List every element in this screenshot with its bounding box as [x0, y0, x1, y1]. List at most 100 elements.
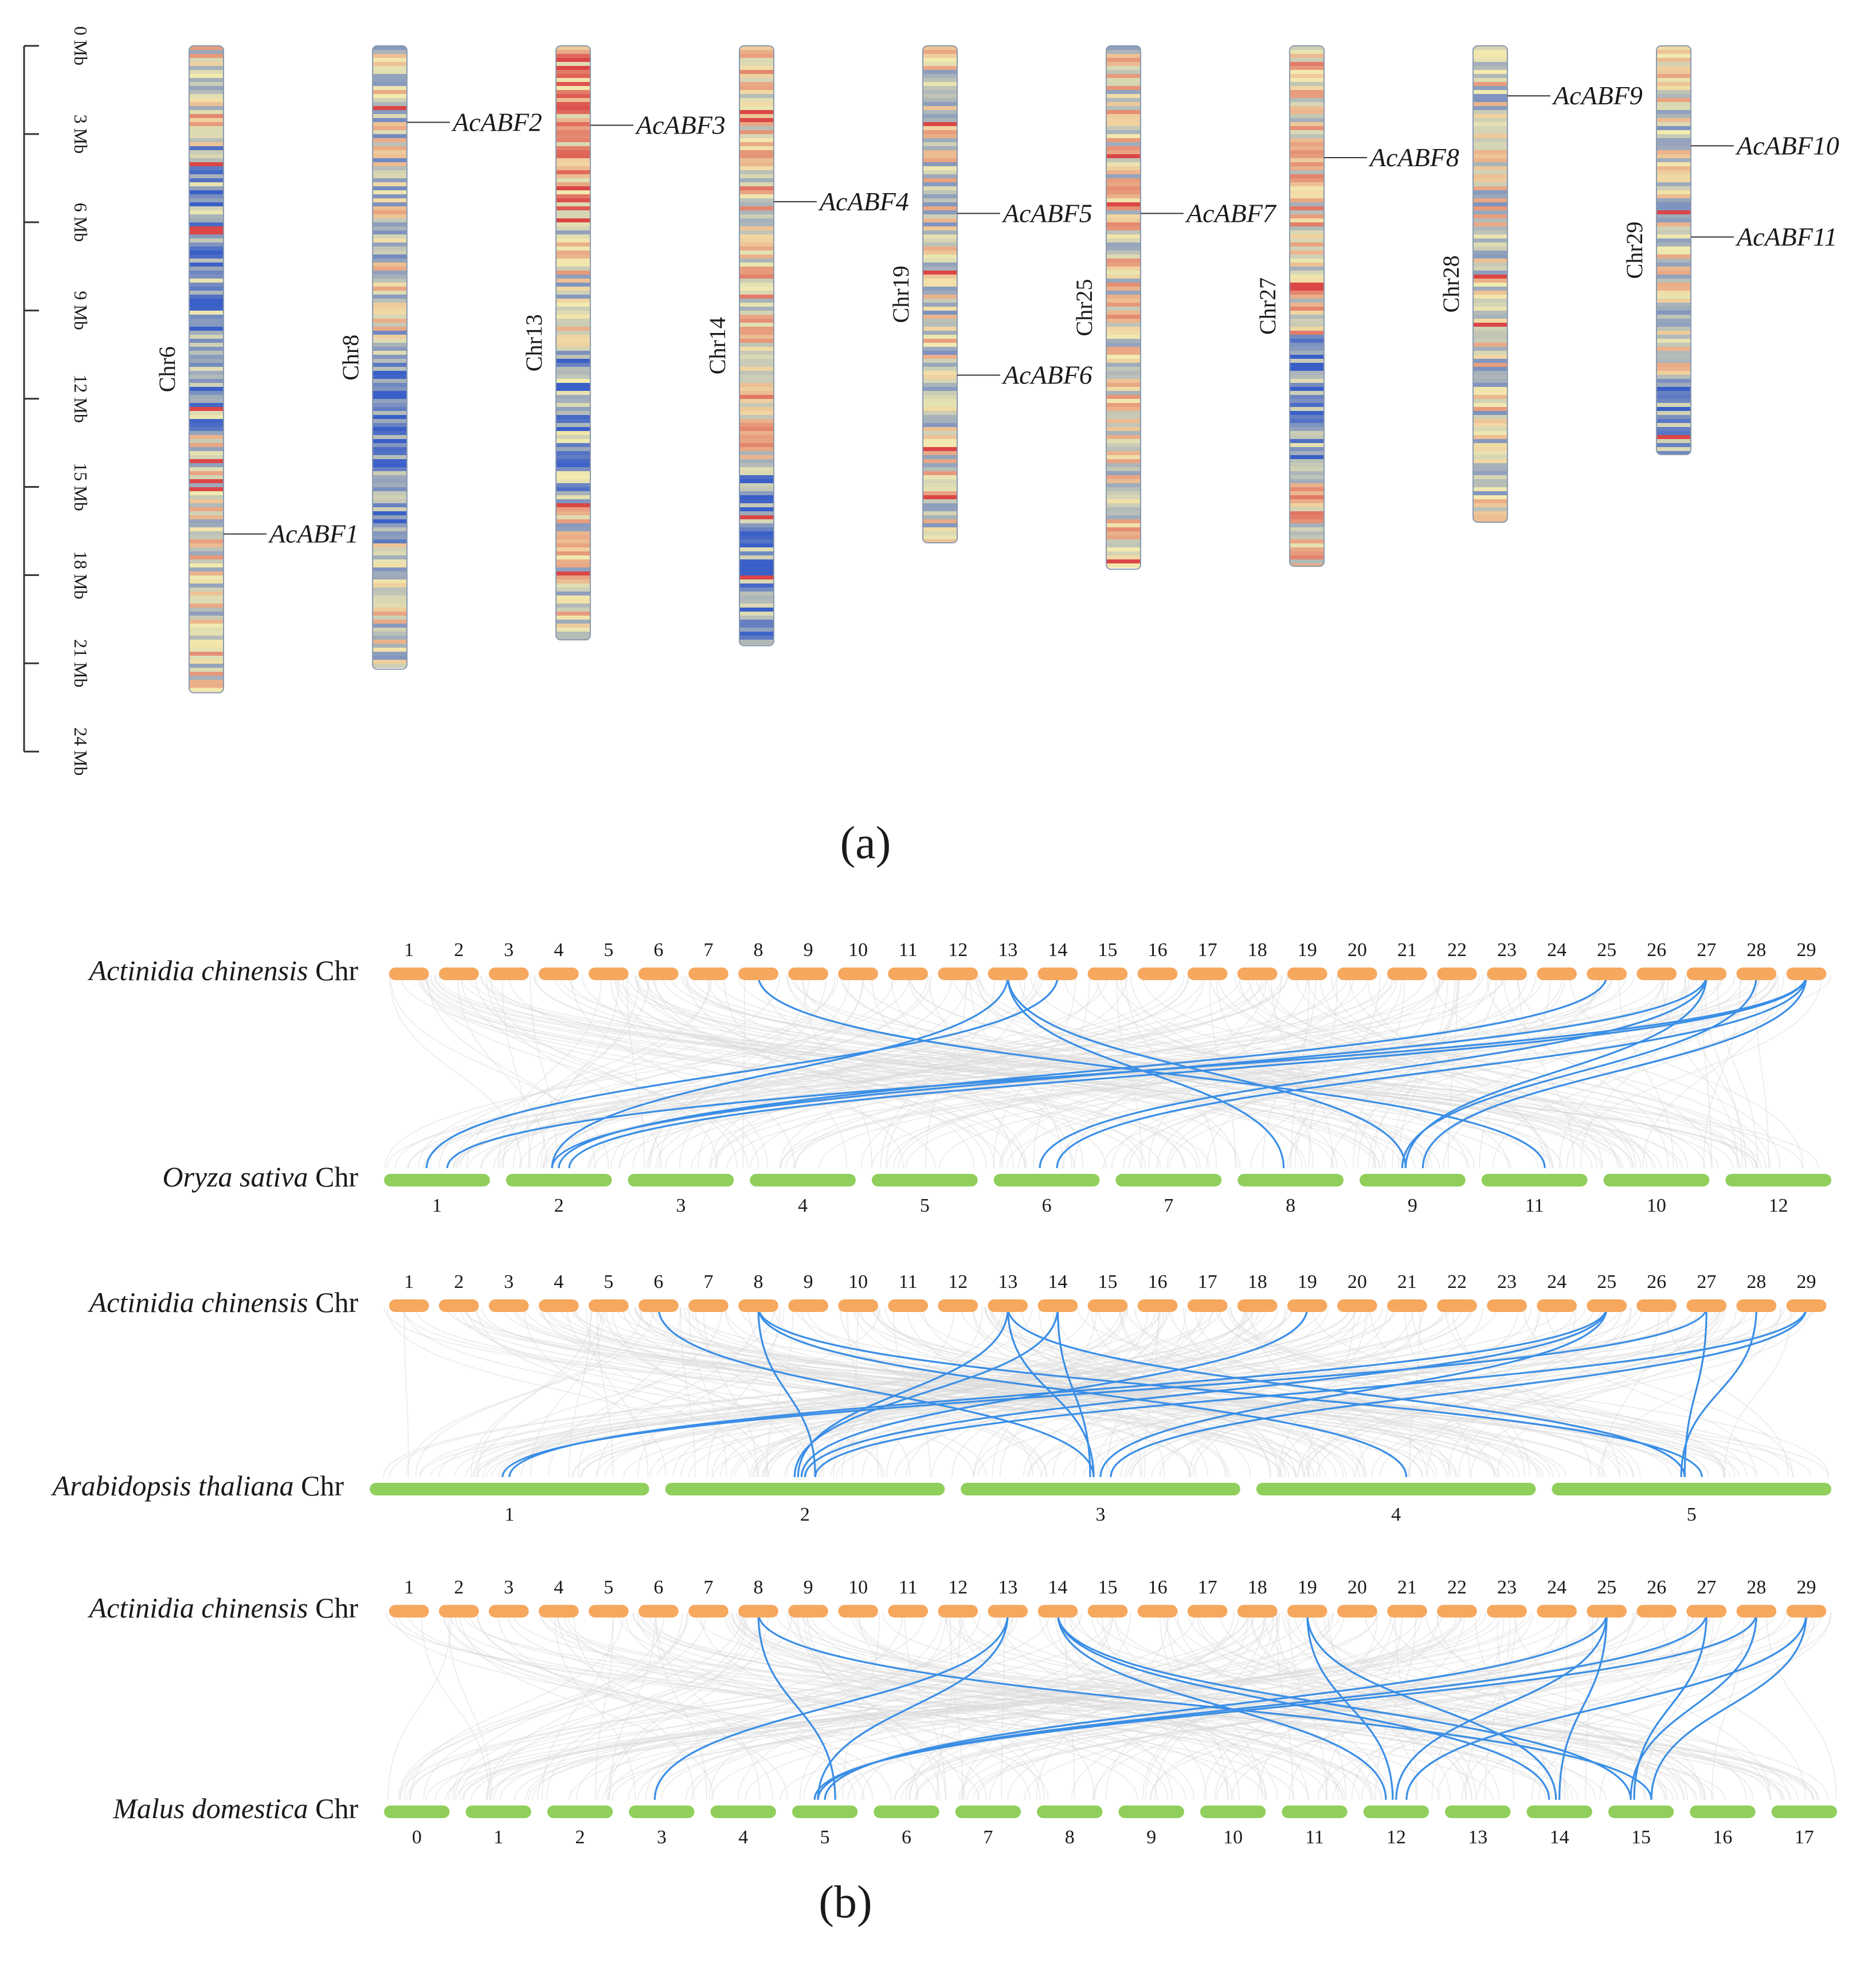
- background-link: [1395, 1612, 1418, 1800]
- background-link: [1063, 975, 1509, 1169]
- density-band: [923, 331, 957, 335]
- density-band: [189, 254, 224, 259]
- density-band: [1290, 186, 1324, 191]
- density-band: [1106, 535, 1141, 540]
- density-band: [739, 138, 774, 143]
- density-band: [189, 411, 224, 416]
- density-band: [373, 74, 407, 79]
- actinidia-chromosome-number: 12: [948, 1577, 968, 1598]
- background-link: [1517, 975, 1575, 1169]
- density-band: [923, 254, 957, 259]
- density-band: [923, 190, 957, 195]
- density-band: [1656, 355, 1691, 359]
- density-band: [923, 218, 957, 223]
- target-chromosome-number: 2: [554, 1195, 564, 1216]
- density-band: [739, 307, 774, 311]
- background-link: [894, 1612, 1743, 1800]
- density-band: [1106, 295, 1141, 299]
- background-link: [491, 1307, 1451, 1478]
- density-band: [1656, 178, 1691, 183]
- density-band: [1473, 275, 1507, 279]
- density-band: [189, 174, 224, 179]
- density-band: [189, 660, 224, 664]
- density-band: [1656, 66, 1691, 71]
- background-link: [1427, 1307, 1539, 1478]
- density-band: [1290, 275, 1324, 279]
- density-band: [373, 250, 407, 255]
- chromosome-outline: [922, 45, 958, 543]
- abf-link: [1039, 975, 1707, 1169]
- density-band: [1473, 162, 1507, 167]
- density-band: [373, 632, 407, 636]
- background-link: [467, 975, 1758, 1169]
- density-band: [189, 483, 224, 488]
- actinidia-chromosome-bar: [1237, 968, 1278, 980]
- abf-synteny-links: [425, 975, 1808, 1169]
- density-band: [373, 439, 407, 444]
- background-link: [393, 1612, 980, 1800]
- density-band: [189, 106, 224, 111]
- background-link: [481, 975, 1446, 1169]
- density-band: [373, 142, 407, 147]
- actinidia-chromosome-bar: [1587, 1299, 1627, 1312]
- background-link: [1142, 975, 1741, 1169]
- density-band: [1106, 250, 1141, 255]
- density-band: [923, 315, 957, 319]
- density-band: [1473, 170, 1507, 175]
- density-bands: [923, 46, 957, 543]
- density-band: [556, 230, 590, 235]
- density-band: [1473, 238, 1507, 243]
- density-band: [373, 178, 407, 183]
- background-link: [1327, 1612, 1417, 1800]
- background-link: [1017, 975, 1387, 1169]
- density-bands: [1473, 46, 1507, 523]
- actinidia-chromosome-number: 28: [1746, 1271, 1766, 1293]
- actinidia-chromosome-number: 22: [1447, 939, 1467, 961]
- background-link: [1392, 975, 1448, 1169]
- actinidia-chromosome-number: 26: [1647, 1577, 1666, 1598]
- density-band: [739, 579, 774, 584]
- density-band: [1473, 174, 1507, 179]
- density-band: [923, 226, 957, 231]
- background-link: [683, 1307, 1111, 1478]
- background-link: [425, 1612, 1526, 1800]
- background-link: [794, 975, 1393, 1169]
- density-band: [739, 559, 774, 564]
- density-band: [373, 379, 407, 383]
- density-band: [556, 170, 590, 175]
- actinidia-chromosome-bar: [738, 1299, 778, 1312]
- density-band: [739, 575, 774, 580]
- background-link: [460, 1307, 974, 1478]
- density-band: [1473, 491, 1507, 496]
- background-link: [460, 975, 738, 1169]
- density-band: [1656, 94, 1691, 99]
- density-band: [1473, 331, 1507, 335]
- density-band: [1473, 206, 1507, 211]
- density-band: [189, 583, 224, 588]
- density-band: [1290, 174, 1324, 179]
- density-band: [1473, 78, 1507, 83]
- density-band: [189, 246, 224, 251]
- density-band: [189, 367, 224, 371]
- background-link: [1617, 975, 1674, 1169]
- density-band: [739, 275, 774, 279]
- background-link: [536, 1307, 1740, 1478]
- density-band: [1290, 158, 1324, 163]
- background-link: [854, 1612, 1346, 1800]
- density-band: [739, 98, 774, 103]
- target-species-name: Oryza sativa: [162, 1161, 308, 1193]
- background-link: [585, 1307, 649, 1478]
- actinidia-chromosome-bar: [389, 968, 429, 980]
- density-band: [1290, 407, 1324, 412]
- background-link: [1701, 975, 1712, 1169]
- density-band: [189, 86, 224, 91]
- background-link: [1566, 975, 1822, 1169]
- background-link: [908, 975, 1621, 1169]
- background-link: [1071, 1612, 1423, 1800]
- density-band: [373, 238, 407, 243]
- density-band: [1290, 423, 1324, 428]
- target-chromosome-bar: [1552, 1483, 1831, 1495]
- density-band: [556, 559, 590, 564]
- density-band: [373, 174, 407, 179]
